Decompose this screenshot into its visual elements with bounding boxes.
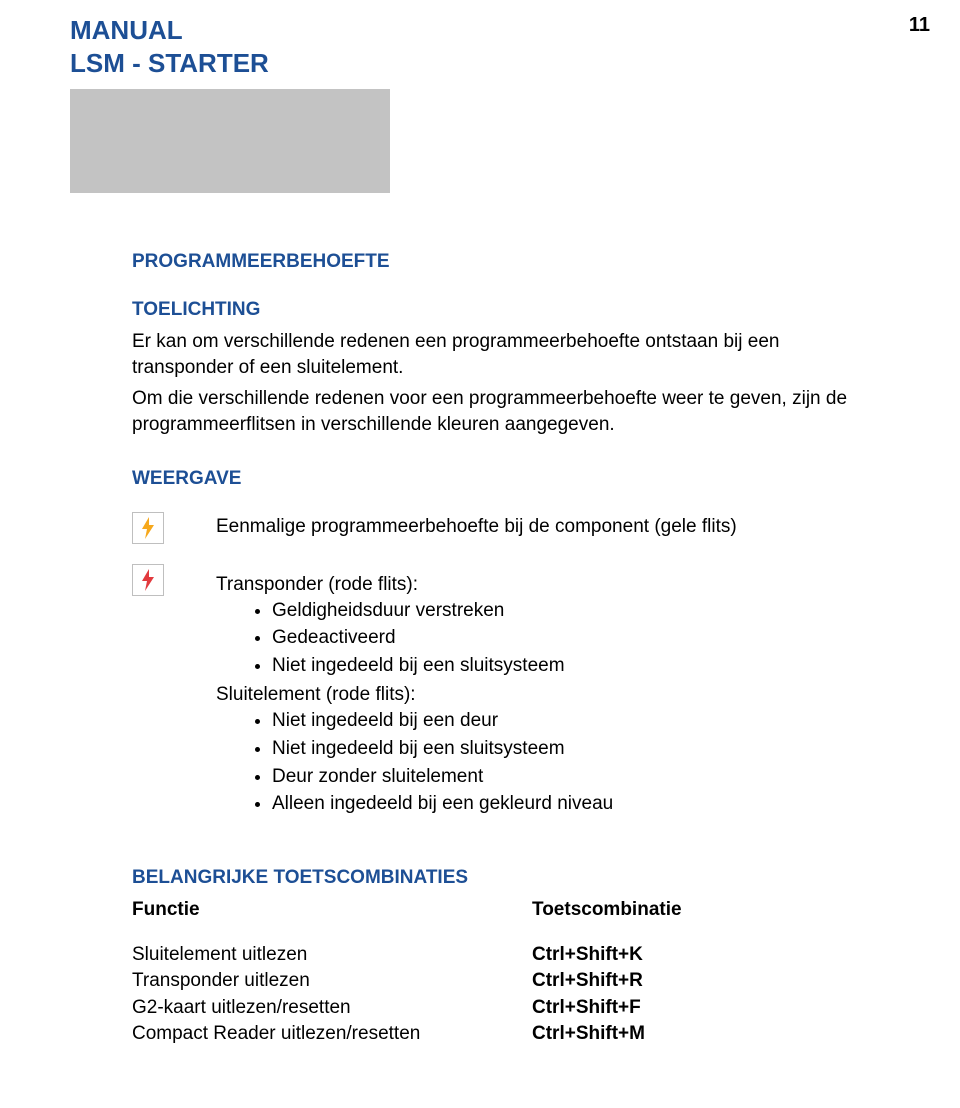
shortcuts-heading: BELANGRIJKE TOETSCOMBINATIES [132, 867, 870, 889]
shortcut-row: Transponder uitlezen Ctrl+Shift+R [132, 968, 870, 995]
lightning-bolt-icon [140, 517, 156, 539]
page: 11 MANUAL LSM - STARTER PROGRAMMEERBEHOE… [0, 0, 960, 1108]
content-area: PROGRAMMEERBEHOEFTE TOELICHTING Er kan o… [132, 251, 870, 1048]
legend-yellow-text: Eenmalige programmeerbehoefte bij de com… [216, 512, 870, 538]
display-heading: WEERGAVE [132, 468, 870, 490]
list-item: Niet ingedeeld bij een deur [272, 708, 870, 734]
header-grey-band [70, 89, 390, 193]
shortcuts-section: BELANGRIJKE TOETSCOMBINATIES Functie Toe… [132, 867, 870, 1048]
lightning-bolt-icon [140, 569, 156, 591]
bolt-yellow-icon [132, 512, 164, 544]
explanation-heading: TOELICHTING [132, 299, 870, 321]
legend-red-block: Transponder (rode flits): Geldigheidsduu… [216, 564, 870, 821]
shortcut-key: Ctrl+Shift+R [532, 968, 870, 995]
sluitelement-subheading: Sluitelement (rode flits): [216, 684, 870, 706]
list-item: Niet ingedeeld bij een sluitsysteem [272, 653, 870, 679]
sluitelement-bullet-list: Niet ingedeeld bij een deur Niet ingedee… [216, 708, 870, 817]
shortcut-row: G2-kaart uitlezen/resetten Ctrl+Shift+F [132, 995, 870, 1022]
transponder-bullet-list: Geldigheidsduur verstreken Gedeactiveerd… [216, 598, 870, 679]
list-item: Geldigheidsduur verstreken [272, 598, 870, 624]
list-item: Niet ingedeeld bij een sluitsysteem [272, 736, 870, 762]
shortcut-key: Ctrl+Shift+M [532, 1021, 870, 1048]
explanation-para-1: Er kan om verschillende redenen een prog… [132, 329, 870, 380]
header-line-2: LSM - STARTER [70, 47, 870, 80]
legend-row-red: Transponder (rode flits): Geldigheidsduu… [132, 564, 870, 821]
shortcut-function: Sluitelement uitlezen [132, 942, 532, 969]
transponder-subheading: Transponder (rode flits): [216, 574, 870, 596]
header-line-1: MANUAL [70, 14, 870, 47]
bolt-red-icon [132, 564, 164, 596]
page-number: 11 [909, 14, 930, 37]
list-item: Alleen ingedeeld bij een gekleurd niveau [272, 791, 870, 817]
shortcuts-col-function-header: Functie [132, 897, 532, 924]
list-item: Gedeactiveerd [272, 625, 870, 651]
shortcut-function: Transponder uitlezen [132, 968, 532, 995]
legend-row-yellow: Eenmalige programmeerbehoefte bij de com… [132, 512, 870, 544]
list-item: Deur zonder sluitelement [272, 764, 870, 790]
shortcut-key: Ctrl+Shift+K [532, 942, 870, 969]
shortcut-row: Compact Reader uitlezen/resetten Ctrl+Sh… [132, 1021, 870, 1048]
shortcut-key: Ctrl+Shift+F [532, 995, 870, 1022]
section-title: PROGRAMMEERBEHOEFTE [132, 251, 870, 273]
document-header: MANUAL LSM - STARTER [70, 14, 870, 79]
shortcut-function: Compact Reader uitlezen/resetten [132, 1021, 532, 1048]
shortcuts-col-combo-header: Toetscombinatie [532, 897, 870, 924]
explanation-para-2: Om die verschillende redenen voor een pr… [132, 386, 870, 437]
shortcut-function: G2-kaart uitlezen/resetten [132, 995, 532, 1022]
shortcuts-header-row: Functie Toetscombinatie [132, 897, 870, 924]
shortcut-row: Sluitelement uitlezen Ctrl+Shift+K [132, 942, 870, 969]
